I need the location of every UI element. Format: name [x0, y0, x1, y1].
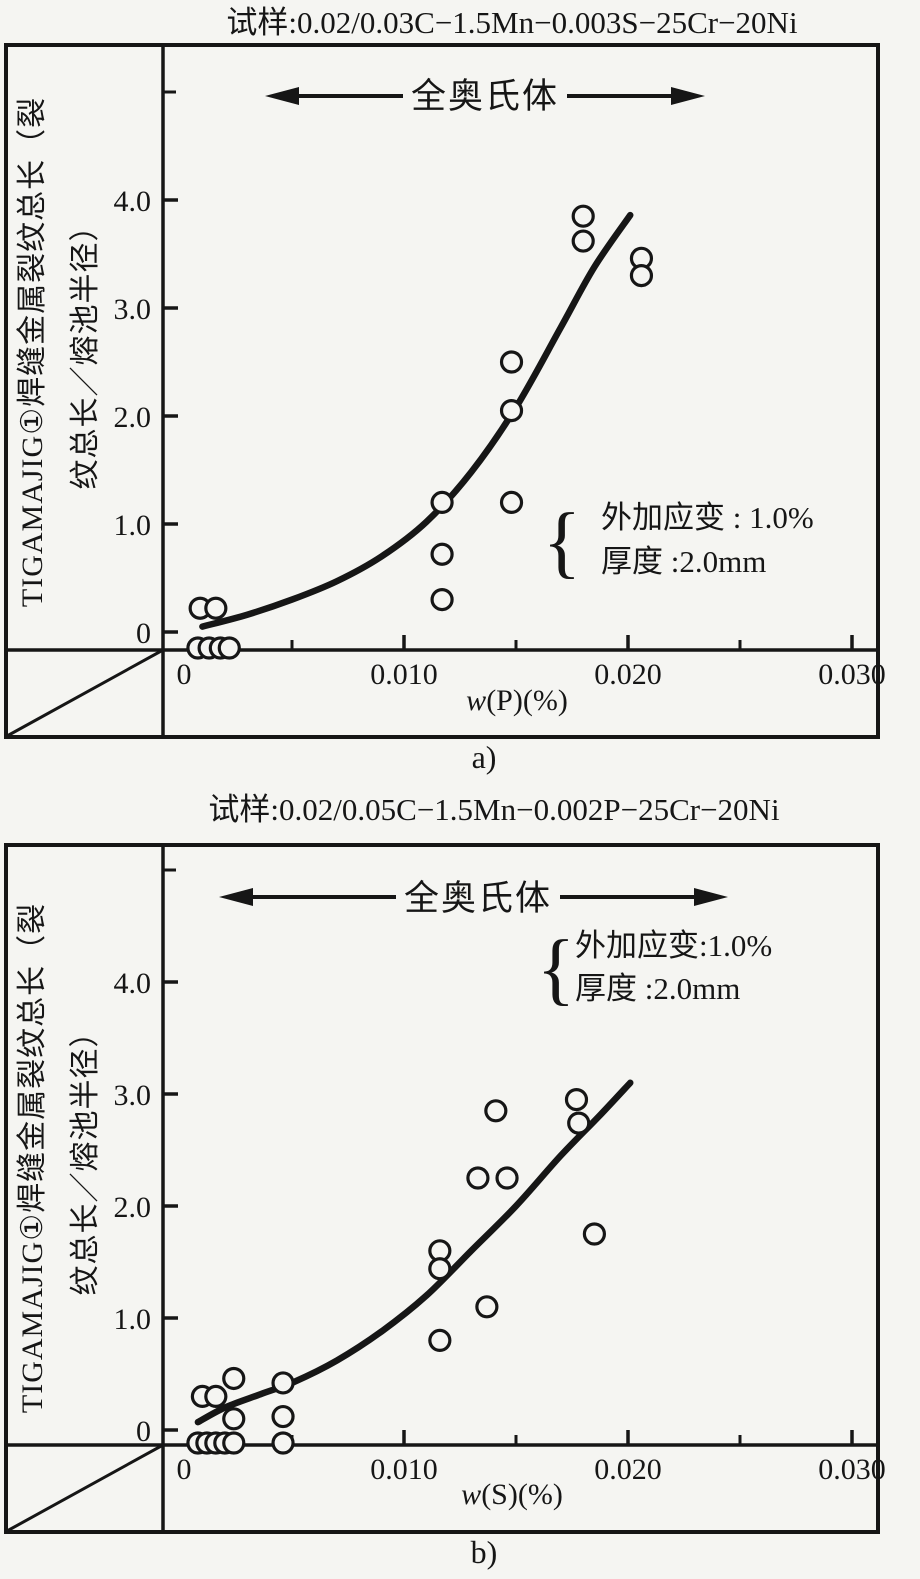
- axis-break-diagonal: [6, 648, 164, 738]
- x-axis-label: w(P)(%): [466, 684, 568, 717]
- data-point: [430, 542, 454, 566]
- plot-frame: [4, 43, 880, 739]
- y-tick-label: 2.0: [114, 401, 152, 434]
- trend-curve: [199, 211, 634, 630]
- arrowhead-right: [694, 888, 728, 906]
- data-point: [499, 490, 524, 514]
- data-point: [271, 1431, 295, 1455]
- condition-line-strain: 外加应变 : 1.0%: [601, 500, 814, 535]
- data-point: [204, 596, 228, 620]
- condition-brace: {: [537, 925, 575, 1013]
- data-point: [499, 399, 524, 423]
- data-point: [222, 1407, 246, 1431]
- data-point: [271, 1371, 295, 1395]
- data-point: [222, 1431, 246, 1455]
- data-point: [571, 229, 595, 253]
- y-tick-label: 3.0: [114, 293, 152, 326]
- y-tick-label: 1.0: [114, 1303, 152, 1336]
- trend-curve: [194, 1079, 634, 1426]
- x-tick-label: 0.010: [370, 1453, 438, 1486]
- data-point: [484, 1099, 508, 1123]
- chart-title: 试样:0.02/0.03C−1.5Mn−0.003S−25Cr−20Ni: [226, 5, 798, 40]
- condition-line-strain: 外加应变:1.0%: [575, 928, 772, 963]
- data-point: [204, 1384, 228, 1409]
- arrowhead-left: [219, 888, 253, 906]
- arrowhead-right: [671, 87, 705, 105]
- data-point: [564, 1087, 589, 1112]
- x-tick-label: 0.030: [818, 658, 886, 691]
- region-annotation: 全奥氏体: [404, 879, 552, 918]
- region-annotation: 全奥氏体: [411, 77, 559, 116]
- data-point: [495, 1166, 519, 1190]
- x-tick-label: 0.030: [818, 1453, 886, 1486]
- condition-line-thickness: 厚度 :2.0mm: [575, 971, 740, 1006]
- axes-a: 0 0.010 0.020 0.030 0 1.0 2.0 3.0 4.0 w(P)(%): [4, 43, 886, 739]
- condition-brace: {: [543, 498, 581, 586]
- y-axis-label-line1: TIGAMAJIG①焊缝金属裂纹总长（裂: [16, 903, 49, 1413]
- y-axis-label-line2: 纹总长／熔池半径）: [69, 1017, 102, 1296]
- condition-line-thickness: 厚度 :2.0mm: [601, 544, 766, 579]
- data-point: [428, 1328, 452, 1353]
- x-tick-label: 0.020: [594, 1453, 662, 1486]
- data-point: [567, 1111, 591, 1135]
- data-point: [217, 636, 241, 660]
- panel-a: 试样:0.02/0.03C−1.5Mn−0.003S−25Cr−20Ni 0 0.…: [4, 5, 886, 775]
- panel-label: a): [472, 739, 497, 775]
- axis-break-diagonal: [6, 1443, 164, 1533]
- x-axis-label: w(S)(%): [461, 1478, 563, 1511]
- data-point: [582, 1222, 607, 1246]
- panel-b: 试样:0.02/0.05C−1.5Mn−0.002P−25Cr−20Ni 0 0.…: [4, 792, 886, 1570]
- data-point: [271, 1404, 295, 1429]
- y-tick-label: 0: [136, 617, 151, 650]
- panel-label: b): [471, 1534, 498, 1570]
- chart-title: 试样:0.02/0.05C−1.5Mn−0.002P−25Cr−20Ni: [208, 792, 780, 827]
- data-point: [430, 490, 454, 514]
- plot-frame: [4, 843, 880, 1534]
- arrowhead-left: [265, 87, 299, 105]
- y-tick-label: 4.0: [114, 967, 152, 1000]
- y-tick-label: 0: [136, 1415, 151, 1448]
- y-tick-label: 4.0: [114, 185, 152, 218]
- data-point: [428, 1257, 452, 1281]
- x-tick-label: 0.010: [370, 658, 438, 691]
- data-point: [571, 204, 595, 228]
- data-point: [430, 587, 454, 612]
- y-tick-label: 1.0: [114, 509, 152, 542]
- axes-b: 0 0.010 0.020 0.030 0 1.0 2.0 3.0 4.0 w(S)(%): [4, 843, 886, 1534]
- data-point: [499, 350, 524, 374]
- data-point: [466, 1166, 490, 1190]
- y-axis-label-line2: 纹总长／熔池半径）: [69, 211, 102, 490]
- scatter-points-b: [186, 1087, 607, 1455]
- x-tick-label: 0.020: [594, 658, 662, 691]
- y-tick-label: 2.0: [114, 1191, 152, 1224]
- x-tick-label: 0: [177, 658, 192, 691]
- data-point: [222, 1366, 246, 1391]
- y-axis-label-line1: TIGAMAJIG①焊缝金属裂纹总长（裂: [16, 97, 49, 607]
- data-point: [475, 1295, 499, 1319]
- data-point: [629, 264, 654, 288]
- region-arrow-b: [219, 888, 728, 906]
- x-tick-label: 0: [177, 1453, 192, 1486]
- y-tick-label: 3.0: [114, 1079, 152, 1112]
- scatter-points-a: [186, 204, 654, 660]
- region-arrow-a: [265, 87, 705, 105]
